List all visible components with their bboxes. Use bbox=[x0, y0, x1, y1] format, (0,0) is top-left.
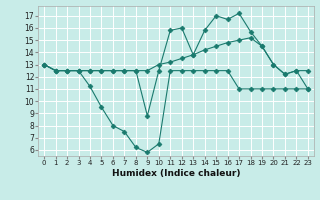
X-axis label: Humidex (Indice chaleur): Humidex (Indice chaleur) bbox=[112, 169, 240, 178]
